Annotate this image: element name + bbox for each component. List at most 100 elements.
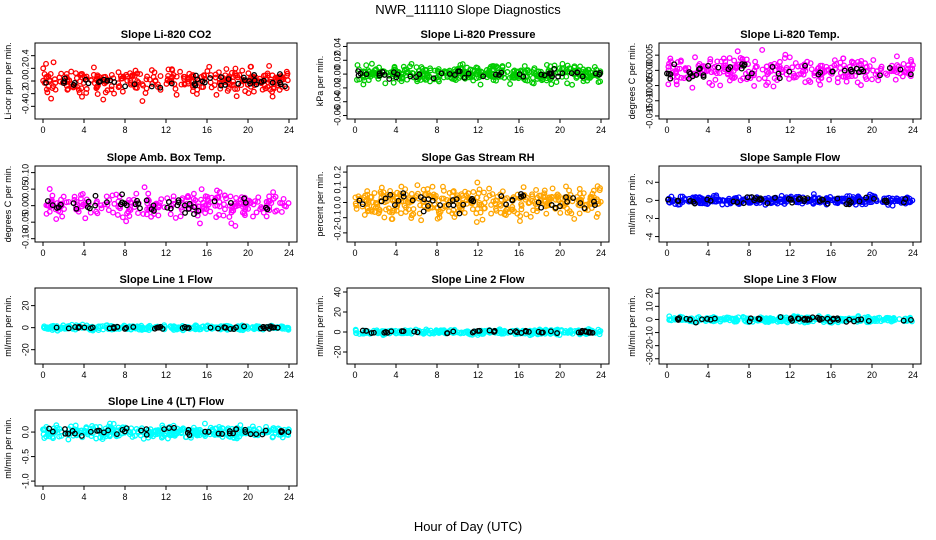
data-point	[233, 194, 240, 201]
data-point	[207, 75, 214, 82]
data-point	[541, 72, 548, 79]
data-point	[667, 71, 674, 78]
data-point	[577, 63, 584, 70]
data-point	[781, 55, 788, 62]
data-point	[389, 191, 396, 198]
y-axis-label: degrees C per min.	[627, 43, 637, 120]
x-tick-label: 12	[785, 248, 795, 258]
data-point	[261, 325, 268, 332]
data-point	[137, 205, 143, 212]
data-point	[788, 316, 794, 323]
data-point	[389, 216, 396, 222]
data-point	[377, 188, 384, 195]
data-point	[125, 208, 132, 215]
data-point	[497, 209, 504, 216]
data-point	[148, 83, 155, 90]
panel-7: Slope Line 1 Flow 0 4 8 12 16 20 24 -20 0 20 ml/min…	[3, 274, 298, 380]
data-point	[510, 68, 517, 75]
y-tick-label: 20	[644, 288, 654, 298]
panel-title: Slope Gas Stream RH	[421, 152, 534, 164]
data-point	[517, 218, 523, 225]
data-point	[461, 74, 468, 81]
data-point	[865, 317, 872, 324]
data-point	[154, 324, 160, 331]
y-tick-label: 0.2	[20, 62, 30, 75]
data-point	[490, 198, 497, 205]
data-point	[352, 194, 359, 201]
data-point	[771, 194, 778, 201]
data-point	[713, 70, 720, 77]
data-point	[175, 199, 182, 206]
data-point	[177, 68, 184, 75]
data-point	[242, 426, 249, 433]
data-point	[687, 70, 694, 77]
data-point	[233, 93, 240, 100]
data-point	[463, 192, 470, 199]
data-point	[60, 193, 67, 200]
data-point	[820, 196, 826, 203]
data-point	[263, 213, 270, 220]
data-point	[201, 431, 208, 438]
x-tick-label: 12	[473, 248, 483, 258]
y-tick-label: 0.00	[20, 197, 30, 215]
data-point	[285, 432, 292, 439]
data-point	[138, 322, 145, 329]
data-point	[198, 186, 205, 193]
data-point	[405, 206, 412, 213]
data-point	[104, 77, 111, 84]
data-point	[870, 67, 876, 74]
panel-5: Slope Gas Stream RH0 4 8 12 16 20 24-0.2-0.10.…	[315, 152, 610, 258]
data-point	[902, 68, 909, 75]
data-point	[554, 330, 561, 337]
data-point	[477, 81, 484, 88]
data-point	[523, 211, 530, 218]
data-point	[83, 89, 90, 96]
y-tick-label: 40	[332, 287, 342, 297]
data-point	[571, 63, 578, 70]
data-point	[425, 202, 431, 209]
data-point	[277, 79, 283, 86]
data-point	[233, 426, 240, 433]
data-point	[43, 79, 49, 86]
x-tick-label: 0	[352, 370, 357, 380]
data-point	[707, 316, 714, 323]
data-point	[505, 62, 512, 68]
data-point	[566, 65, 573, 72]
data-point	[587, 73, 594, 80]
data-point	[850, 194, 857, 201]
data-point	[900, 317, 907, 324]
data-point	[123, 71, 130, 78]
data-point	[786, 68, 793, 75]
data-point	[497, 202, 504, 209]
data-point	[389, 209, 396, 216]
data-point	[250, 213, 256, 220]
data-point	[733, 65, 740, 72]
data-point	[133, 190, 140, 197]
data-point	[789, 199, 796, 206]
data-point	[592, 70, 599, 77]
data-point	[854, 79, 861, 86]
data-point	[574, 69, 581, 76]
data-point	[122, 83, 129, 90]
data-point	[758, 196, 765, 203]
data-point	[493, 77, 499, 84]
data-point	[416, 71, 423, 78]
data-point	[692, 54, 698, 61]
data-point	[551, 62, 558, 69]
data-point	[172, 324, 179, 331]
data-point	[745, 74, 751, 81]
data-point	[847, 199, 854, 206]
data-point	[511, 67, 518, 74]
data-point	[881, 197, 888, 204]
data-point	[259, 431, 266, 438]
data-point	[480, 189, 487, 196]
data-point	[769, 63, 776, 70]
data-point	[707, 197, 714, 204]
data-point	[398, 198, 405, 205]
y-tick-label: 0	[644, 198, 654, 203]
data-point	[869, 76, 875, 83]
data-point	[181, 323, 188, 330]
plot-frame	[34, 409, 298, 487]
data-point	[533, 187, 540, 193]
